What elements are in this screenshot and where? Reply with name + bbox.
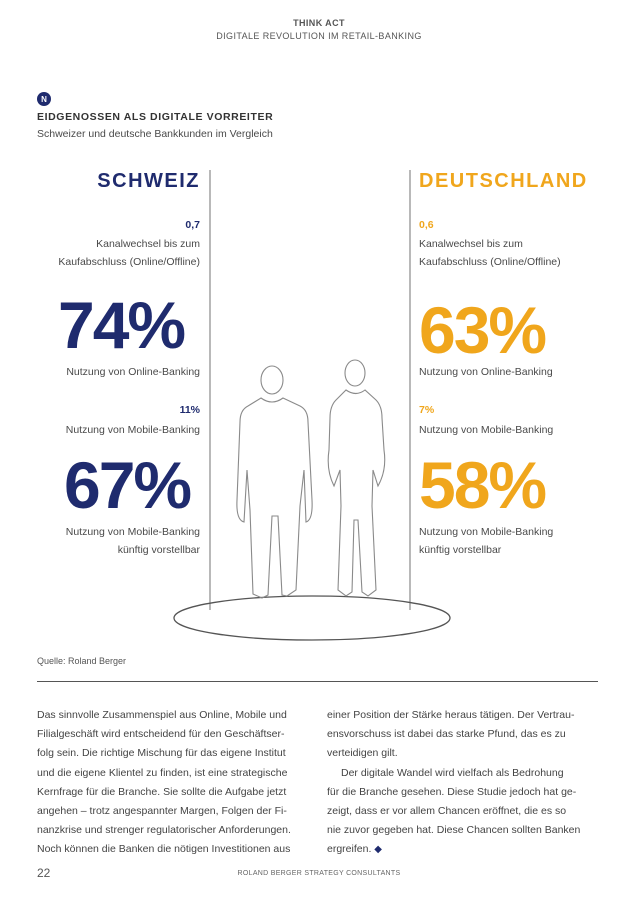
footer-company: ROLAND BERGER STRATEGY CONSULTANTS bbox=[237, 870, 401, 877]
body-line: für die Branche gesehen. Diese Studie je… bbox=[327, 785, 577, 798]
deutschland-mobile-label: Nutzung von Mobile-Banking bbox=[419, 424, 554, 436]
schweiz-mobile-value: 11% bbox=[179, 404, 200, 416]
deutschland-switch-value: 0,6 bbox=[419, 219, 434, 231]
body-column-right: einer Position der Stärke heraus tätigen… bbox=[327, 706, 598, 860]
body-line: nanzkrise und strenger regulatorischer A… bbox=[37, 824, 291, 837]
body-line: folg sein. Die richtige Mischung für das… bbox=[37, 747, 286, 760]
section-badge: N bbox=[37, 92, 51, 106]
section-subtitle: Schweizer und deutsche Bankkunden im Ver… bbox=[37, 128, 273, 140]
body-line: und die eigene Klientel zu finden, ist e… bbox=[37, 766, 288, 779]
country-schweiz: SCHWEIZ bbox=[97, 170, 200, 192]
body-line: Der digitale Wandel wird vielfach als Be… bbox=[341, 766, 564, 779]
body-line: Kernfrage für die Branche. Sie sollte di… bbox=[37, 785, 287, 798]
deutschland-future-label-2: künftig vorstellbar bbox=[419, 544, 502, 556]
body-line: zeigt, dass er vor allem Chancen eröffne… bbox=[327, 805, 567, 818]
header-brand: THINK ACT bbox=[293, 18, 345, 28]
country-deutschland: DEUTSCHLAND bbox=[419, 170, 588, 192]
schweiz-switch-label-1: Kanalwechsel bis zum bbox=[96, 238, 200, 250]
body-line: ergreifen. bbox=[327, 843, 372, 856]
divider bbox=[37, 681, 598, 682]
body-line: Filialgeschäft wird entscheidend für den… bbox=[37, 728, 285, 741]
schweiz-switch-value: 0,7 bbox=[185, 219, 200, 231]
deutschland-switch-label-1: Kanalwechsel bis zum bbox=[419, 238, 523, 250]
deutschland-future-label-1: Nutzung von Mobile-Banking bbox=[419, 526, 554, 538]
body-line: ensvorschuss ist dabei das starke Pfund,… bbox=[327, 728, 566, 741]
page-number: 22 bbox=[37, 866, 51, 880]
body-line: verteidigen gilt. bbox=[327, 747, 398, 760]
body-line: Das sinnvolle Zusammenspiel aus Online, … bbox=[37, 709, 287, 721]
header-subtitle: DIGITALE REVOLUTION IM RETAIL-BANKING bbox=[216, 31, 422, 41]
body-column-left: Das sinnvolle Zusammenspiel aus Online, … bbox=[37, 706, 308, 860]
schweiz-mobile-label: Nutzung von Mobile-Banking bbox=[65, 424, 200, 436]
schweiz-online-label: Nutzung von Online-Banking bbox=[66, 366, 200, 378]
end-mark-diamond-icon: ◆ bbox=[374, 844, 382, 856]
source-note: Quelle: Roland Berger bbox=[37, 656, 127, 666]
deutschland-online-label: Nutzung von Online-Banking bbox=[419, 366, 553, 378]
body-line: nie zuvor gegeben hat. Diese Chancen sol… bbox=[327, 824, 581, 837]
deutschland-switch-label-2: Kaufabschluss (Online/Offline) bbox=[419, 256, 561, 268]
body-line: Noch können die Banken die nötigen Inves… bbox=[37, 843, 291, 856]
deutschland-mobile-value: 7% bbox=[419, 404, 435, 416]
body-line-last: ergreifen. ◆ bbox=[327, 840, 598, 859]
deutschland-future-value: 58% bbox=[419, 448, 547, 522]
schweiz-online-value: 74% bbox=[58, 288, 186, 362]
schweiz-future-label-1: Nutzung von Mobile-Banking bbox=[65, 526, 200, 538]
schweiz-future-value: 67% bbox=[64, 448, 192, 522]
body-line: einer Position der Stärke heraus tätigen… bbox=[327, 709, 575, 721]
section-title: EIDGENOSSEN ALS DIGITALE VORREITER bbox=[37, 111, 274, 123]
schweiz-future-label-2: künftig vorstellbar bbox=[117, 544, 200, 556]
schweiz-switch-label-2: Kaufabschluss (Online/Offline) bbox=[58, 256, 200, 268]
deutschland-online-value: 63% bbox=[419, 293, 547, 367]
business-people-illustration bbox=[173, 170, 451, 641]
body-line: angehen – trotz angespannter Margen, Fol… bbox=[37, 805, 287, 818]
